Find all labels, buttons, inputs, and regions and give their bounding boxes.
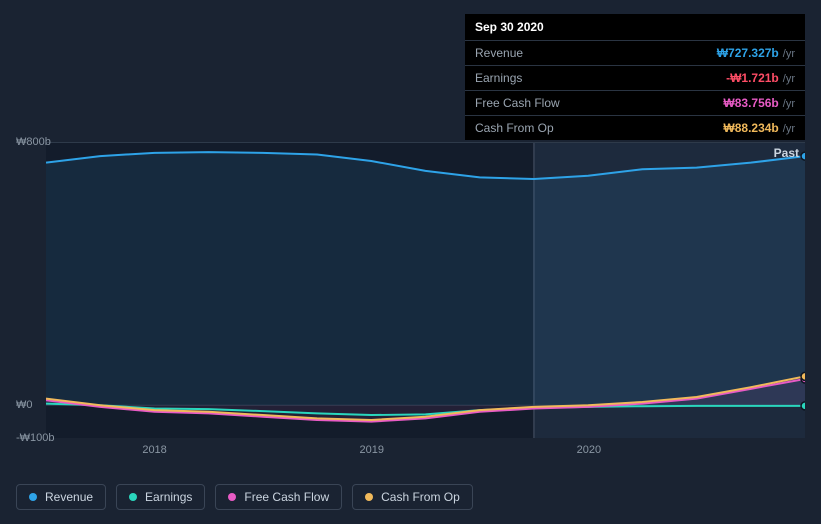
y-axis-label: ₩800b [16,136,51,148]
tooltip-value: ₩727.327b/yr [717,46,795,60]
tooltip-row: Earnings -₩1.721b/yr [465,66,805,91]
legend-label: Revenue [45,490,93,504]
legend-swatch [228,493,236,501]
x-axis-label: 2018 [142,444,166,456]
legend-label: Earnings [145,490,192,504]
legend-item[interactable]: Revenue [16,484,106,510]
x-axis-label: 2019 [359,444,383,456]
legend-label: Free Cash Flow [244,490,329,504]
legend-item[interactable]: Cash From Op [352,484,473,510]
tooltip-value: ₩83.756b/yr [723,96,795,110]
chart-plot[interactable] [46,142,805,438]
legend-swatch [29,493,37,501]
legend-item[interactable]: Earnings [116,484,205,510]
y-axis-label: -₩100b [16,432,55,444]
legend-swatch [129,493,137,501]
legend-item[interactable]: Free Cash Flow [215,484,342,510]
tooltip-date: Sep 30 2020 [465,14,805,41]
tooltip-label: Earnings [475,71,522,85]
y-axis-label: ₩0 [16,399,33,411]
chart-legend: Revenue Earnings Free Cash Flow Cash From O… [16,484,473,510]
legend-label: Cash From Op [381,490,460,504]
past-label: Past [774,146,799,160]
tooltip-row: Revenue ₩727.327b/yr [465,41,805,66]
chart-container: Past ₩800b ₩0 -₩100b 2018 2019 2020 [16,120,805,460]
legend-swatch [365,493,373,501]
tooltip-label: Revenue [475,46,523,60]
tooltip-label: Free Cash Flow [475,96,560,110]
tooltip-row: Free Cash Flow ₩83.756b/yr [465,91,805,116]
tooltip-value: -₩1.721b/yr [726,71,795,85]
x-axis-label: 2020 [577,444,601,456]
